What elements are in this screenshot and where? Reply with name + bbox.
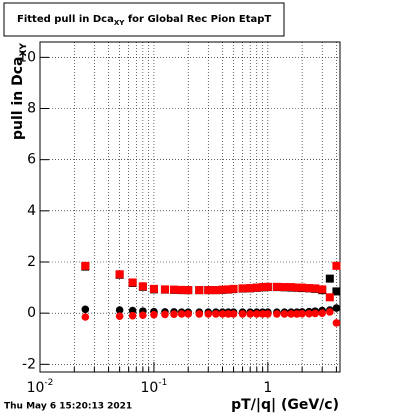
marker-circle xyxy=(229,310,238,318)
marker-square xyxy=(246,284,255,293)
marker-square xyxy=(204,286,213,295)
title-main: Fitted pull in Dca xyxy=(17,14,114,25)
marker-square xyxy=(305,284,314,293)
marker-square xyxy=(195,286,204,295)
marker-circle xyxy=(224,310,233,318)
marker-square xyxy=(128,278,137,287)
marker-circle xyxy=(81,305,90,314)
marker-square xyxy=(138,282,147,291)
marker-circle xyxy=(115,306,124,314)
marker-square xyxy=(184,286,193,295)
marker-circle xyxy=(212,310,220,318)
marker-circle xyxy=(128,311,137,320)
marker-square xyxy=(169,285,178,294)
x-tick-base: 10 xyxy=(141,380,159,396)
marker-circle xyxy=(326,308,334,316)
marker-circle xyxy=(161,310,169,319)
marker-circle xyxy=(332,304,341,312)
marker-square xyxy=(258,283,267,292)
marker-circle xyxy=(218,310,227,318)
marker-square xyxy=(115,270,124,279)
y-tick-label: 6 xyxy=(27,152,36,168)
marker-square xyxy=(325,293,334,302)
y-tick-label: -2 xyxy=(22,356,36,372)
marker-square xyxy=(211,286,220,295)
marker-circle xyxy=(195,310,204,318)
marker-square xyxy=(81,261,90,270)
x-tick-label: 1 xyxy=(263,380,272,396)
chart-title: Fitted pull in DcaXY for Global Rec Pion… xyxy=(17,14,271,27)
marker-circle xyxy=(170,310,178,318)
y-tick-label: 2 xyxy=(27,254,36,270)
marker-square xyxy=(311,284,320,293)
marker-square xyxy=(177,285,186,294)
y-label-main: pull in Dca xyxy=(10,57,26,140)
x-tick-exponent: -1 xyxy=(158,378,167,388)
marker-circle xyxy=(258,310,267,318)
marker-circle xyxy=(298,309,306,318)
marker-circle xyxy=(177,310,186,318)
marker-square xyxy=(224,285,233,294)
title-subscript: XY xyxy=(114,19,125,27)
title-box xyxy=(3,2,285,37)
marker-square xyxy=(229,284,238,293)
marker-circle xyxy=(204,310,213,318)
marker-circle xyxy=(150,310,158,319)
y-tick-label: 10 xyxy=(18,49,36,65)
marker-square xyxy=(218,285,227,294)
x-axis-title: pT/|q| (GeV/c) xyxy=(231,397,339,413)
marker-circle xyxy=(287,310,295,318)
marker-square xyxy=(160,285,169,294)
marker-square xyxy=(292,283,301,292)
marker-circle xyxy=(246,310,254,318)
y-axis-title: pull in DcaXY xyxy=(10,43,29,140)
y-tick-label: 8 xyxy=(27,101,36,117)
marker-square xyxy=(325,274,334,283)
marker-circle xyxy=(139,311,147,320)
marker-circle xyxy=(264,310,272,318)
y-tick-label: 0 xyxy=(27,305,36,321)
marker-circle xyxy=(115,312,124,321)
title-tail: for Global Rec Pion EtapT xyxy=(124,14,271,25)
x-tick-base: 1 xyxy=(263,380,272,396)
marker-circle xyxy=(311,309,319,318)
marker-circle xyxy=(318,309,326,317)
x-tick-label: 10-1 xyxy=(141,378,168,397)
y-tick-label: 4 xyxy=(27,203,36,219)
marker-square xyxy=(318,285,327,294)
y-label-subscript: XY xyxy=(19,43,29,57)
marker-circle xyxy=(273,310,281,318)
marker-circle xyxy=(305,309,313,318)
x-tick-exponent: -2 xyxy=(44,378,53,388)
marker-circle xyxy=(238,310,247,318)
marker-square xyxy=(332,261,341,270)
marker-square xyxy=(252,283,261,292)
marker-circle xyxy=(81,313,90,321)
timestamp: Thu May 6 15:20:13 2021 xyxy=(4,402,132,412)
x-tick-label: 10-2 xyxy=(27,378,54,397)
marker-circle xyxy=(332,319,341,327)
marker-square xyxy=(238,284,247,293)
marker-square xyxy=(263,282,272,291)
marker-circle xyxy=(252,310,261,318)
plot-frame xyxy=(39,41,341,373)
marker-square xyxy=(272,282,281,291)
marker-circle xyxy=(184,310,193,318)
x-tick-base: 10 xyxy=(27,380,45,396)
marker-circle xyxy=(280,310,289,318)
marker-square xyxy=(332,287,341,296)
marker-square xyxy=(298,283,307,292)
marker-square xyxy=(149,284,158,293)
marker-square xyxy=(287,283,296,292)
marker-square xyxy=(280,283,289,292)
